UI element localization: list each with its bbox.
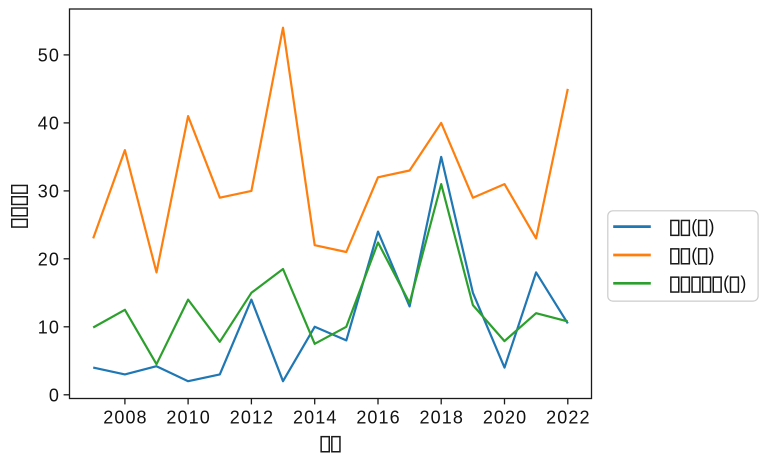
svg-text:40: 40 (38, 114, 60, 134)
svg-text:2008: 2008 (103, 407, 147, 427)
svg-text:30: 30 (38, 182, 60, 202)
svg-text:0: 0 (49, 385, 60, 405)
svg-text:): ) (709, 217, 715, 237)
svg-text:): ) (709, 245, 715, 265)
svg-text:2018: 2018 (420, 407, 464, 427)
svg-text:(: ( (691, 217, 697, 237)
svg-text:2020: 2020 (483, 407, 527, 427)
svg-text:50: 50 (38, 46, 60, 66)
svg-text:(: ( (691, 245, 697, 265)
svg-text:): ) (740, 273, 746, 293)
svg-text:10: 10 (38, 317, 60, 337)
svg-text:2012: 2012 (230, 407, 274, 427)
svg-text:2016: 2016 (356, 407, 400, 427)
svg-text:20: 20 (38, 249, 60, 269)
svg-text:2010: 2010 (166, 407, 210, 427)
svg-text:(: ( (723, 273, 729, 293)
svg-text:2022: 2022 (546, 407, 590, 427)
svg-text:2014: 2014 (293, 407, 337, 427)
